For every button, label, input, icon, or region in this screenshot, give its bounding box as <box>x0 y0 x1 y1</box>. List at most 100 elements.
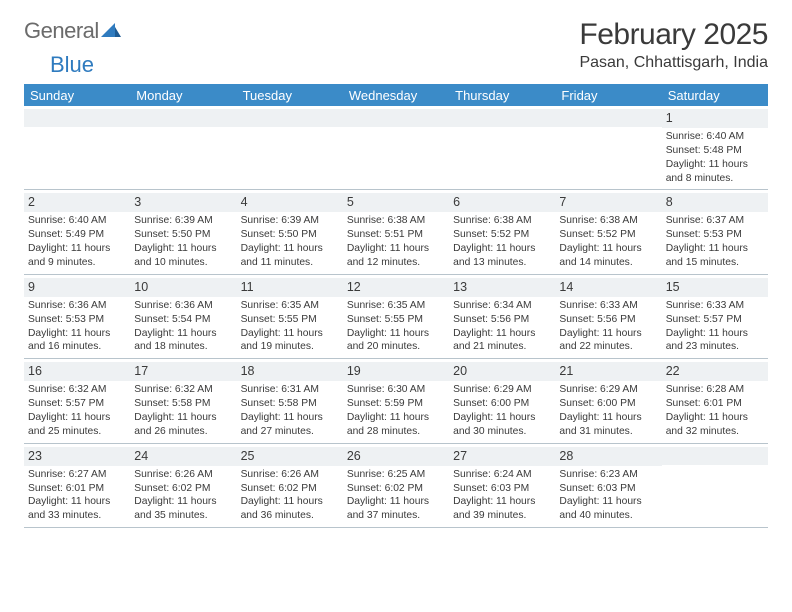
day-cell: 22Sunrise: 6:28 AMSunset: 6:01 PMDayligh… <box>662 359 768 442</box>
sunset-text: Sunset: 5:57 PM <box>28 397 126 411</box>
sunrise-text: Sunrise: 6:26 AM <box>134 468 232 482</box>
weekday-header: Monday <box>130 88 236 103</box>
day-number: 10 <box>130 278 236 297</box>
day-number: 18 <box>237 362 343 381</box>
daylight-text: Daylight: 11 hours and 33 minutes. <box>28 495 126 523</box>
day-cell <box>343 106 449 189</box>
day-cell: 3Sunrise: 6:39 AMSunset: 5:50 PMDaylight… <box>130 190 236 273</box>
daylight-text: Daylight: 11 hours and 32 minutes. <box>666 411 764 439</box>
week-row: 1Sunrise: 6:40 AMSunset: 5:48 PMDaylight… <box>24 106 768 190</box>
sunrise-text: Sunrise: 6:38 AM <box>453 214 551 228</box>
sunrise-text: Sunrise: 6:23 AM <box>559 468 657 482</box>
sunrise-text: Sunrise: 6:40 AM <box>28 214 126 228</box>
daylight-text: Daylight: 11 hours and 18 minutes. <box>134 327 232 355</box>
day-cell: 20Sunrise: 6:29 AMSunset: 6:00 PMDayligh… <box>449 359 555 442</box>
day-cell: 18 Sunrise: 6:31 AMSunset: 5:58 PMDayligh… <box>237 359 343 442</box>
sunset-text: Sunset: 5:50 PM <box>241 228 339 242</box>
sunrise-text: Sunrise: 6:38 AM <box>347 214 445 228</box>
daylight-text: Daylight: 11 hours and 20 minutes. <box>347 327 445 355</box>
day-number: 9 <box>24 278 130 297</box>
daylight-text: Daylight: 11 hours and 36 minutes. <box>241 495 339 523</box>
sunset-text: Sunset: 6:01 PM <box>28 482 126 496</box>
sunset-text: Sunset: 5:53 PM <box>28 313 126 327</box>
sunrise-text: Sunrise: 6:34 AM <box>453 299 551 313</box>
day-number: 24 <box>130 447 236 466</box>
daylight-text: Daylight: 11 hours and 19 minutes. <box>241 327 339 355</box>
day-number: 26 <box>343 447 449 466</box>
day-cell: 17Sunrise: 6:32 AMSunset: 5:58 PMDayligh… <box>130 359 236 442</box>
day-cell: 16Sunrise: 6:32 AMSunset: 5:57 PMDayligh… <box>24 359 130 442</box>
sunset-text: Sunset: 6:00 PM <box>453 397 551 411</box>
week-row: 9Sunrise: 6:36 AMSunset: 5:53 PMDaylight… <box>24 275 768 359</box>
day-cell: 23Sunrise: 6:27 AMSunset: 6:01 PMDayligh… <box>24 444 130 527</box>
week-row: 23Sunrise: 6:27 AMSunset: 6:01 PMDayligh… <box>24 444 768 528</box>
day-number: 5 <box>343 193 449 212</box>
sunset-text: Sunset: 6:02 PM <box>347 482 445 496</box>
day-cell: 2Sunrise: 6:40 AMSunset: 5:49 PMDaylight… <box>24 190 130 273</box>
day-cell: 24Sunrise: 6:26 AMSunset: 6:02 PMDayligh… <box>130 444 236 527</box>
sunrise-text: Sunrise: 6:31 AM <box>241 383 339 397</box>
day-number: 15 <box>662 278 768 297</box>
day-number: 25 <box>237 447 343 466</box>
sunrise-text: Sunrise: 6:32 AM <box>28 383 126 397</box>
weekday-header-row: Sunday Monday Tuesday Wednesday Thursday… <box>24 84 768 106</box>
day-cell <box>555 106 661 189</box>
day-cell: 25Sunrise: 6:26 AMSunset: 6:02 PMDayligh… <box>237 444 343 527</box>
sunrise-text: Sunrise: 6:29 AM <box>453 383 551 397</box>
daylight-text: Daylight: 11 hours and 40 minutes. <box>559 495 657 523</box>
day-cell: 28Sunrise: 6:23 AMSunset: 6:03 PMDayligh… <box>555 444 661 527</box>
sunset-text: Sunset: 5:56 PM <box>453 313 551 327</box>
daylight-text: Daylight: 11 hours and 25 minutes. <box>28 411 126 439</box>
daylight-text: Daylight: 11 hours and 13 minutes. <box>453 242 551 270</box>
sunrise-text: Sunrise: 6:25 AM <box>347 468 445 482</box>
day-cell: 15Sunrise: 6:33 AMSunset: 5:57 PMDayligh… <box>662 275 768 358</box>
sunrise-text: Sunrise: 6:32 AM <box>134 383 232 397</box>
sunrise-text: Sunrise: 6:36 AM <box>134 299 232 313</box>
sunset-text: Sunset: 5:51 PM <box>347 228 445 242</box>
logo-text-2: Blue <box>24 52 94 77</box>
sunset-text: Sunset: 5:55 PM <box>241 313 339 327</box>
sunrise-text: Sunrise: 6:35 AM <box>241 299 339 313</box>
day-number: 12 <box>343 278 449 297</box>
day-number: 8 <box>662 193 768 212</box>
weekday-header: Wednesday <box>343 88 449 103</box>
weekday-header: Tuesday <box>237 88 343 103</box>
day-number: 11 <box>237 278 343 297</box>
daylight-text: Daylight: 11 hours and 16 minutes. <box>28 327 126 355</box>
day-cell: 21Sunrise: 6:29 AMSunset: 6:00 PMDayligh… <box>555 359 661 442</box>
sunset-text: Sunset: 6:03 PM <box>559 482 657 496</box>
sunset-text: Sunset: 5:58 PM <box>241 397 339 411</box>
day-number: 22 <box>662 362 768 381</box>
day-cell: 27Sunrise: 6:24 AMSunset: 6:03 PMDayligh… <box>449 444 555 527</box>
day-number: 7 <box>555 193 661 212</box>
sunset-text: Sunset: 6:03 PM <box>453 482 551 496</box>
day-number <box>130 109 236 127</box>
sunrise-text: Sunrise: 6:36 AM <box>28 299 126 313</box>
sunrise-text: Sunrise: 6:37 AM <box>666 214 764 228</box>
day-number <box>662 447 768 465</box>
daylight-text: Daylight: 11 hours and 31 minutes. <box>559 411 657 439</box>
daylight-text: Daylight: 11 hours and 15 minutes. <box>666 242 764 270</box>
daylight-text: Daylight: 11 hours and 26 minutes. <box>134 411 232 439</box>
daylight-text: Daylight: 11 hours and 39 minutes. <box>453 495 551 523</box>
daylight-text: Daylight: 11 hours and 12 minutes. <box>347 242 445 270</box>
daylight-text: Daylight: 11 hours and 14 minutes. <box>559 242 657 270</box>
daylight-text: Daylight: 11 hours and 37 minutes. <box>347 495 445 523</box>
day-cell <box>449 106 555 189</box>
day-number: 14 <box>555 278 661 297</box>
day-cell: 8Sunrise: 6:37 AMSunset: 5:53 PMDaylight… <box>662 190 768 273</box>
day-cell: 26 Sunrise: 6:25 AMSunset: 6:02 PMDayligh… <box>343 444 449 527</box>
day-cell: 9 Sunrise: 6:36 AMSunset: 5:53 PMDaylight… <box>24 275 130 358</box>
daylight-text: Daylight: 11 hours and 27 minutes. <box>241 411 339 439</box>
day-number: 3 <box>130 193 236 212</box>
daylight-text: Daylight: 11 hours and 8 minutes. <box>666 158 764 186</box>
title-block: February 2025 Pasan, Chhattisgarh, India <box>579 18 768 72</box>
weekday-header: Friday <box>555 88 661 103</box>
header-section: General February 2025 Pasan, Chhattisgar… <box>24 18 768 72</box>
day-cell <box>24 106 130 189</box>
day-number <box>449 109 555 127</box>
day-cell: 11 Sunrise: 6:35 AMSunset: 5:55 PMDayligh… <box>237 275 343 358</box>
sunset-text: Sunset: 5:52 PM <box>453 228 551 242</box>
sunrise-text: Sunrise: 6:29 AM <box>559 383 657 397</box>
day-number: 27 <box>449 447 555 466</box>
